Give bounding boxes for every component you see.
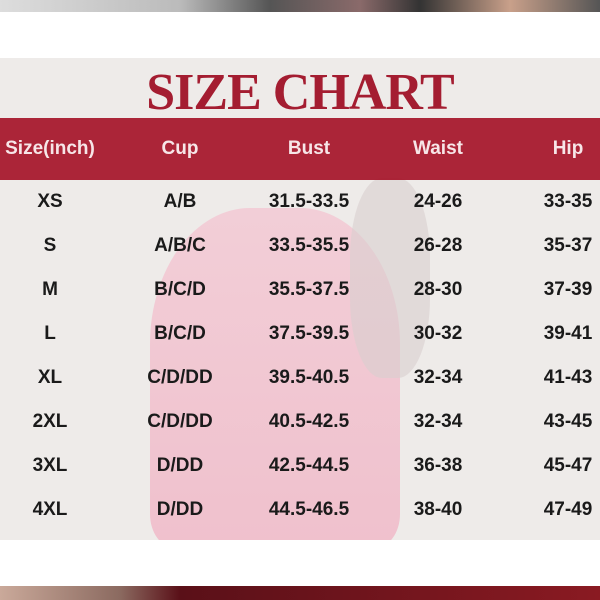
cell-cup: C/D/DD — [147, 411, 213, 432]
column-header-waist: Waist — [413, 138, 463, 159]
cell-size: XS — [37, 191, 63, 212]
table-row: M B/C/D 35.5-37.5 28-30 37-39 — [0, 268, 600, 312]
cell-hip: 39-41 — [543, 323, 593, 344]
table-row: 3XL D/DD 42.5-44.5 36-38 45-47 — [0, 444, 600, 488]
cell-hip: 45-47 — [543, 455, 593, 476]
table-row: XS A/B 31.5-33.5 24-26 33-35 — [0, 180, 600, 224]
cell-cup: A/B — [163, 191, 197, 212]
cell-hip: 47-49 — [543, 499, 593, 520]
cell-hip: 35-37 — [543, 235, 593, 256]
cell-bust: 39.5-40.5 — [268, 367, 350, 388]
cell-waist: 30-32 — [413, 323, 463, 344]
cell-size: XL — [37, 367, 63, 388]
product-photo-strip-bottom — [0, 586, 600, 600]
model-photo-background — [350, 178, 430, 378]
cell-hip: 43-45 — [543, 411, 593, 432]
table-row: L B/C/D 37.5-39.5 30-32 39-41 — [0, 312, 600, 356]
cell-hip: 41-43 — [543, 367, 593, 388]
table-row: 2XL C/D/DD 40.5-42.5 32-34 43-45 — [0, 400, 600, 444]
cell-size: 4XL — [32, 499, 68, 520]
size-chart-panel: SIZE CHART Size(inch) Cup Bust Waist Hip XS A… — [0, 58, 600, 540]
cell-hip: 33-35 — [543, 191, 593, 212]
cell-cup: A/B/C — [154, 235, 206, 256]
cell-size: S — [43, 235, 57, 256]
cell-waist: 24-26 — [413, 191, 463, 212]
cell-cup: B/C/D — [154, 279, 206, 300]
cell-bust: 42.5-44.5 — [268, 455, 350, 476]
cell-bust: 44.5-46.5 — [268, 499, 350, 520]
table-row: XL C/D/DD 39.5-40.5 32-34 41-43 — [0, 356, 600, 400]
column-header-size: Size(inch) — [5, 138, 95, 159]
cell-bust: 40.5-42.5 — [268, 411, 350, 432]
cell-size: L — [44, 323, 56, 344]
cell-bust: 35.5-37.5 — [268, 279, 350, 300]
cell-cup: B/C/D — [154, 323, 206, 344]
cell-bust: 31.5-33.5 — [268, 191, 350, 212]
cell-hip: 37-39 — [543, 279, 593, 300]
size-chart-title: SIZE CHART — [146, 64, 454, 121]
cell-size: M — [42, 279, 58, 300]
cell-waist: 38-40 — [413, 499, 463, 520]
column-header-hip: Hip — [552, 138, 584, 159]
product-photo-strip-top — [0, 0, 600, 12]
cell-cup: D/DD — [156, 455, 204, 476]
table-row: 4XL D/DD 44.5-46.5 38-40 47-49 — [0, 488, 600, 532]
cell-size: 3XL — [32, 455, 68, 476]
cell-waist: 32-34 — [413, 367, 463, 388]
cell-cup: D/DD — [156, 499, 204, 520]
cell-bust: 37.5-39.5 — [268, 323, 350, 344]
cell-waist: 28-30 — [413, 279, 463, 300]
column-header-bust: Bust — [287, 138, 331, 159]
column-header-cup: Cup — [161, 138, 199, 159]
cell-waist: 36-38 — [413, 455, 463, 476]
cell-waist: 32-34 — [413, 411, 463, 432]
table-row: S A/B/C 33.5-35.5 26-28 35-37 — [0, 224, 600, 268]
cell-size: 2XL — [32, 411, 68, 432]
cell-cup: C/D/DD — [147, 367, 213, 388]
cell-bust: 33.5-35.5 — [268, 235, 350, 256]
cell-waist: 26-28 — [413, 235, 463, 256]
table-header: Size(inch) Cup Bust Waist Hip — [0, 118, 600, 180]
